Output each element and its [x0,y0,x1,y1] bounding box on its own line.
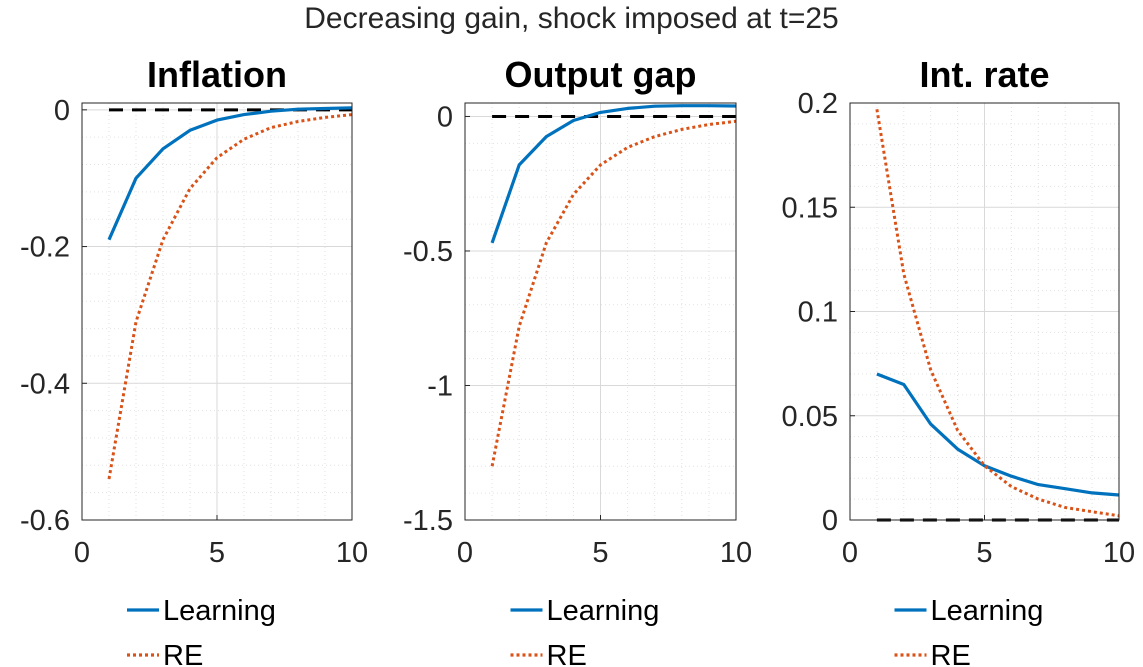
chart-panel-1: 0 5 10 -0.6 -0.4 -0.2 0 Inflation Learning RE [20,54,368,667]
x-tick-label: 5 [592,537,608,569]
y-tick-label: 0 [822,505,838,537]
y-tick-label: -0.4 [20,368,70,400]
legend-label: Learning [931,595,1044,627]
y-tick-label: -0.6 [20,505,70,537]
y-tick-label: 0 [437,101,453,133]
y-tick-label: 0.15 [782,192,838,224]
legend-label: RE [163,640,203,667]
x-tick-label: 10 [336,537,368,569]
x-tick-label: 5 [976,537,992,569]
y-tick-label: -0.5 [403,236,453,268]
legend: Learning RE [895,595,1044,667]
y-tick-label: 0.05 [782,401,838,433]
chart-panel-3: 0 5 10 0 0.05 0.1 0.15 0.2 Int. rate Learning RE [782,54,1136,667]
legend-label: Learning [163,595,276,627]
panel-title: Output gap [505,54,697,95]
x-tick-label: 5 [209,537,225,569]
x-tick-label: 10 [720,537,752,569]
y-tick-label: -1.5 [403,505,453,537]
panel-title: Int. rate [919,54,1049,95]
y-tick-label: -0.2 [20,232,70,264]
y-tick-label: 0.2 [798,88,838,120]
legend-label: Learning [547,595,660,627]
legend-label: RE [547,640,587,667]
y-tick-label: 0 [54,95,70,127]
x-tick-label: 10 [1103,537,1135,569]
x-tick-label: 0 [457,537,473,569]
x-tick-label: 0 [74,537,90,569]
legend: Learning RE [511,595,660,667]
x-tick-label: 0 [842,537,858,569]
chart-panel-2: 0 5 10 -1.5 -1 -0.5 0 Output gap Learning RE [403,54,752,667]
y-tick-label: 0.1 [798,297,838,329]
legend-label: RE [931,640,971,667]
panel-title: Inflation [147,54,287,95]
y-tick-label: -1 [427,370,453,402]
legend: Learning RE [127,595,276,667]
